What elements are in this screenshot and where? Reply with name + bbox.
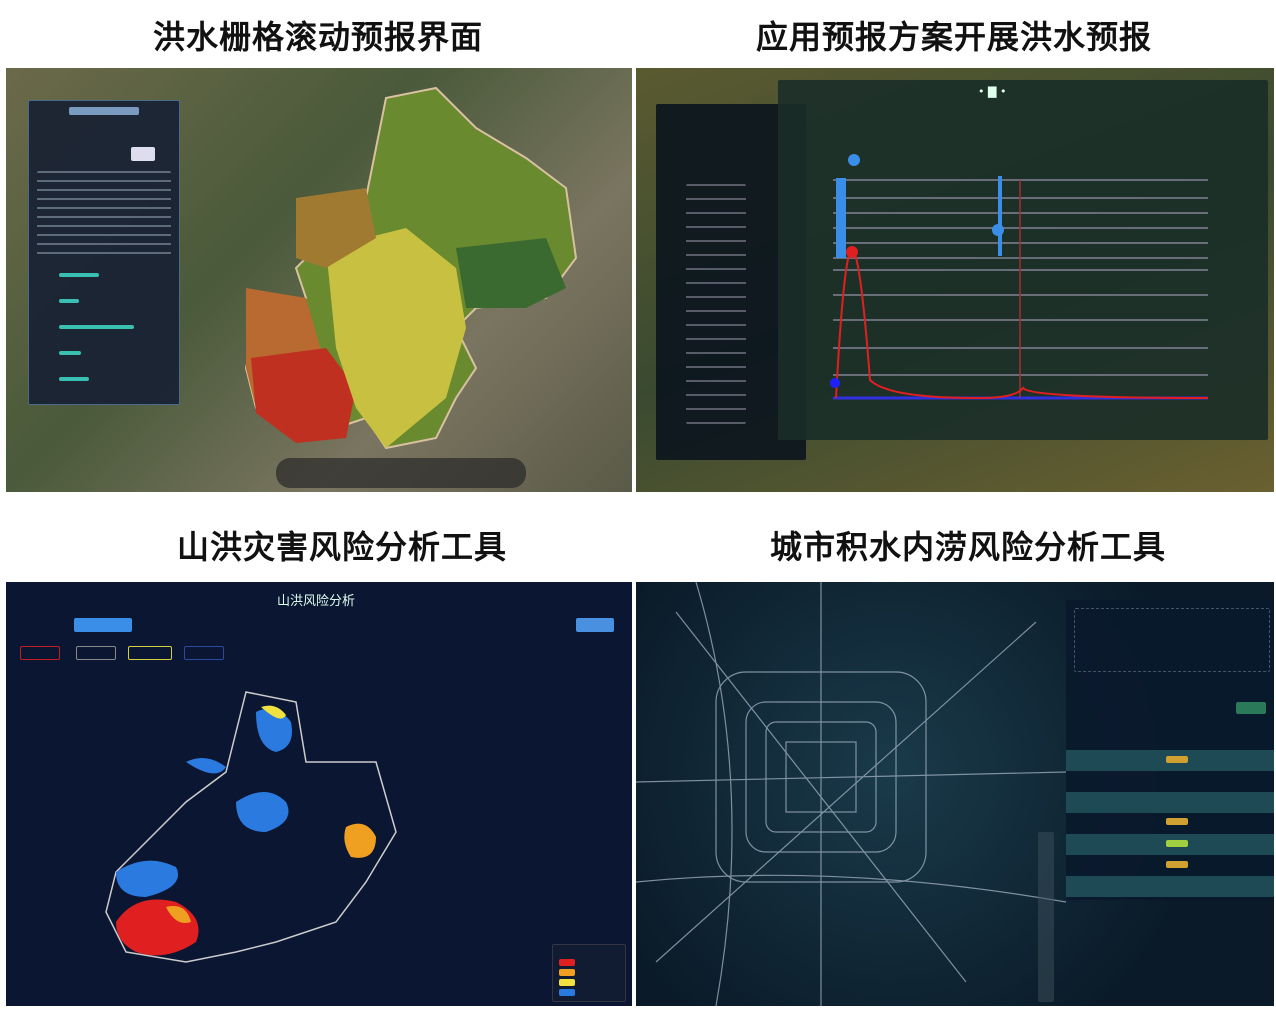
title-urban-waterlogging: 城市积水内涝风险分析工具 <box>769 528 1166 566</box>
risk-map <box>105 691 397 963</box>
query-button[interactable] <box>131 147 155 161</box>
analysis-button[interactable] <box>74 618 132 632</box>
beijing-district-map <box>244 86 578 450</box>
flash-flood-screenshot: 山洪风险分析 <box>6 582 632 1006</box>
title-forecast-scheme: 应用预报方案开展洪水预报 <box>755 18 1152 56</box>
map-pin-icon <box>848 154 860 166</box>
flow-chart <box>830 154 1209 400</box>
zoom-control-icons[interactable] <box>1038 832 1054 1002</box>
urban-waterlogging-screenshot <box>636 582 1274 1006</box>
raster-forecast-screenshot <box>6 68 632 492</box>
station-name: • ▇ • <box>978 85 1007 98</box>
road-network-map <box>636 582 1066 1006</box>
title-raster-forecast: 洪水栅格滚动预报界面 <box>152 18 483 56</box>
title-flash-flood: 山洪灾害风险分析工具 <box>176 528 507 566</box>
forecast-control-panel <box>28 100 180 405</box>
forecast-scheme-screenshot: • ▇ • <box>636 68 1274 492</box>
flash-flood-header: 山洪风险分析 <box>276 594 355 609</box>
filter-low-risk[interactable] <box>128 646 172 660</box>
export-button[interactable] <box>1236 702 1266 714</box>
filter-medium-risk[interactable] <box>76 646 116 660</box>
waterlogging-panel <box>1066 600 1274 900</box>
tool-bar-icons[interactable] <box>276 458 526 488</box>
risk-legend <box>552 944 626 1002</box>
filter-possible[interactable] <box>184 646 224 660</box>
hydrograph-panel: • ▇ • <box>778 80 1268 440</box>
filter-high-risk[interactable] <box>20 646 60 660</box>
confirm-button[interactable] <box>576 618 614 632</box>
